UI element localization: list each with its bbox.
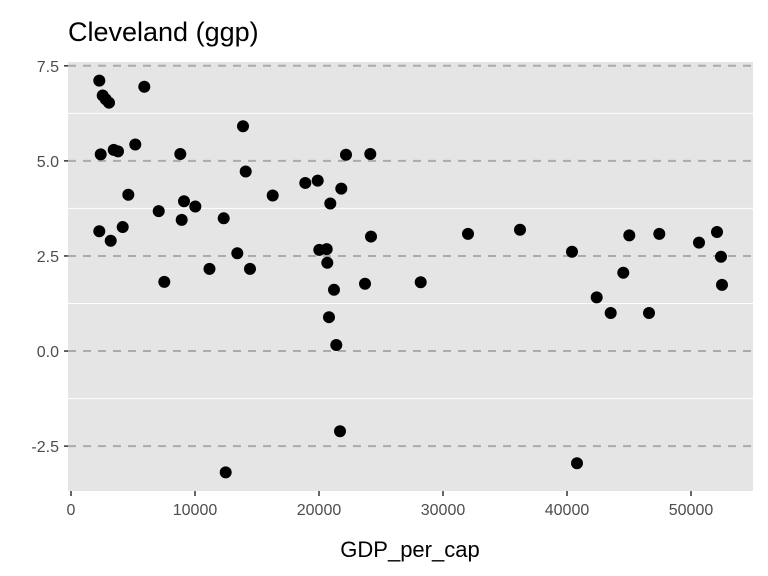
data-point (299, 176, 312, 189)
data-point (330, 338, 343, 351)
data-point (324, 197, 337, 210)
data-point (653, 227, 666, 240)
data-point (339, 148, 352, 161)
data-point (266, 189, 279, 202)
y-axis: -2.5 0.0 2.5 5.0 7.5 (31, 59, 68, 456)
data-point (94, 148, 107, 161)
y-tick-label: 5.0 (37, 154, 59, 171)
y-tick-label: -2.5 (31, 439, 59, 456)
data-point (243, 262, 256, 275)
data-point (174, 148, 187, 161)
gridlines (68, 64, 753, 448)
x-axis-title: GDP_per_cap (340, 537, 479, 562)
data-point (692, 236, 705, 249)
data-point (138, 80, 151, 93)
data-point (152, 205, 165, 218)
data-point (158, 275, 171, 288)
data-point (311, 174, 324, 187)
data-point (461, 227, 474, 240)
data-point (231, 247, 244, 260)
data-point (111, 145, 124, 158)
y-tick-label: 7.5 (37, 59, 59, 76)
data-point (93, 225, 106, 238)
data-point (321, 256, 334, 269)
data-point (623, 229, 636, 242)
data-point (219, 466, 232, 479)
data-point (414, 276, 427, 289)
x-tick-label: 10000 (173, 502, 218, 519)
data-point (711, 226, 724, 239)
plot-panel (68, 62, 753, 491)
data-point (104, 234, 117, 247)
data-point (189, 200, 202, 213)
data-point (320, 243, 333, 256)
x-tick-label: 0 (67, 502, 76, 519)
data-point (103, 96, 116, 109)
data-point (590, 291, 603, 304)
data-point (364, 148, 377, 161)
data-point (716, 278, 729, 291)
data-point (203, 262, 216, 275)
data-point (122, 188, 135, 201)
data-point (565, 245, 578, 258)
x-tick-label: 40000 (545, 502, 590, 519)
data-point (178, 195, 191, 208)
data-point (217, 212, 230, 225)
data-point (365, 230, 378, 243)
data-point (322, 311, 335, 324)
data-point (129, 138, 142, 151)
data-points (93, 74, 729, 479)
y-tick-label: 0.0 (37, 344, 59, 361)
data-point (359, 277, 372, 290)
data-point (617, 266, 630, 279)
y-tick-label: 2.5 (37, 249, 59, 266)
data-point (328, 283, 341, 296)
data-point (514, 223, 527, 236)
chart-title: Cleveland (ggp) (68, 17, 259, 47)
x-tick-label: 30000 (421, 502, 466, 519)
data-point (643, 307, 656, 320)
x-axis: 0 10000 20000 30000 40000 50000 (67, 491, 714, 519)
data-point (570, 457, 583, 470)
data-point (175, 213, 188, 226)
data-point (714, 250, 727, 263)
data-point (239, 165, 252, 178)
data-point (334, 425, 347, 438)
x-tick-label: 20000 (297, 502, 342, 519)
data-point (93, 74, 106, 87)
x-tick-label: 50000 (669, 502, 714, 519)
data-point (335, 182, 348, 195)
data-point (604, 307, 617, 320)
data-point (116, 221, 129, 234)
data-point (237, 120, 250, 133)
